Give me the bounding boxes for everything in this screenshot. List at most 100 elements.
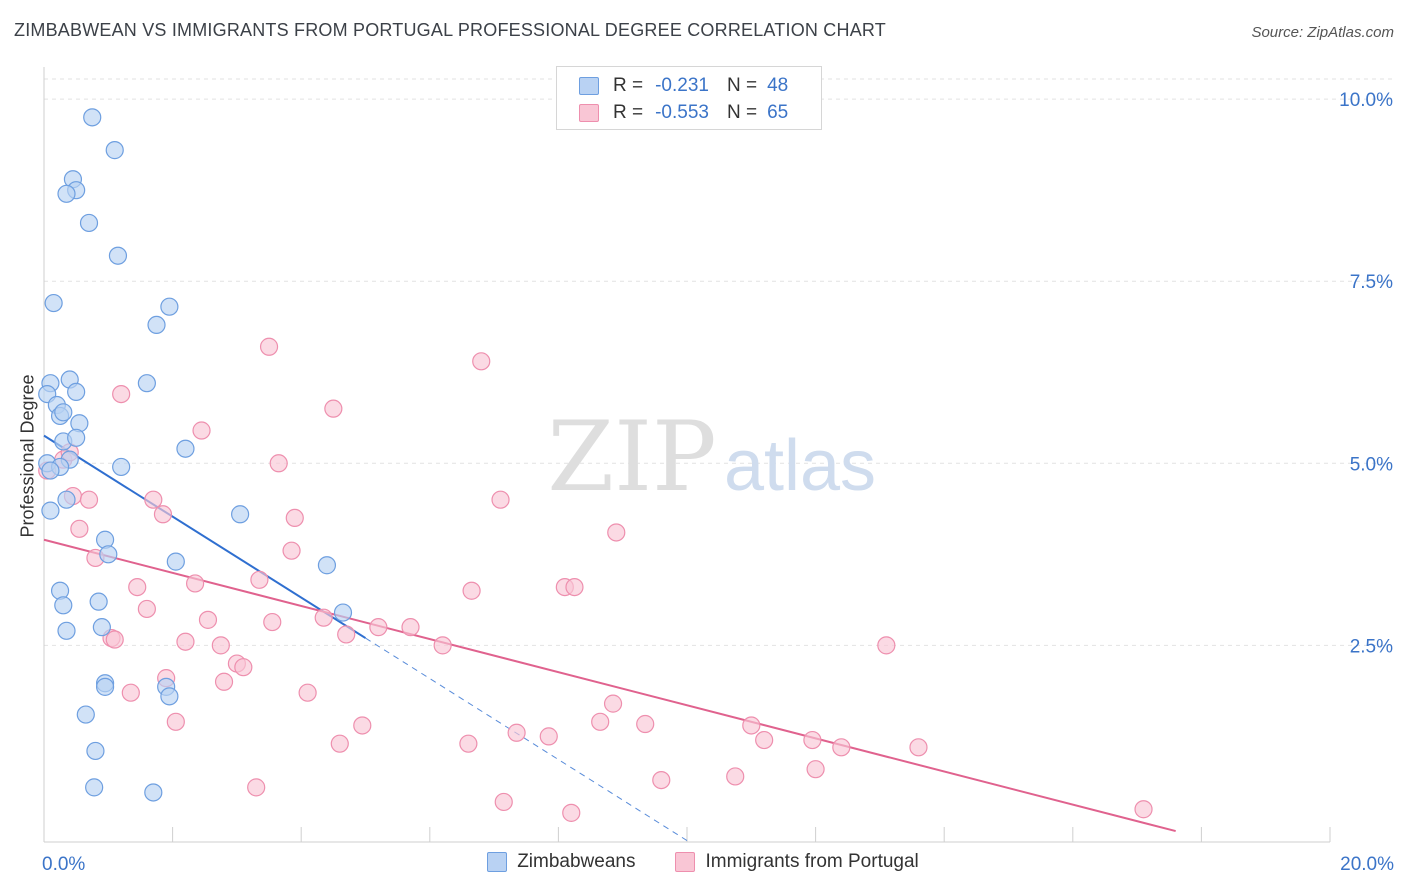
tick-labels: 2.5% 5.0% 7.5% 10.0% 0.0% 20.0% bbox=[42, 90, 1394, 875]
point-portugal bbox=[112, 384, 131, 404]
series-legend-portugal[interactable]: Immigrants from Portugal bbox=[675, 851, 919, 873]
grid-lines bbox=[44, 78, 1392, 646]
point-portugal bbox=[330, 734, 349, 753]
point-zimbabweans bbox=[144, 783, 163, 802]
point-portugal bbox=[259, 337, 279, 356]
point-portugal bbox=[433, 636, 452, 655]
y-tick-label: 7.5% bbox=[1350, 272, 1393, 293]
point-portugal bbox=[298, 683, 317, 702]
legend-r-value: -0.553 bbox=[655, 102, 709, 123]
y-tick-label: 5.0% bbox=[1350, 454, 1393, 475]
point-portugal bbox=[607, 523, 626, 542]
point-portugal bbox=[250, 570, 269, 589]
point-zimbabweans bbox=[41, 501, 60, 520]
trend-line-1 bbox=[43, 538, 1176, 833]
point-portugal bbox=[176, 632, 195, 651]
point-portugal bbox=[337, 625, 356, 644]
point-zimbabweans bbox=[317, 556, 337, 575]
point-portugal bbox=[877, 636, 896, 655]
point-zimbabweans bbox=[57, 621, 76, 640]
point-portugal bbox=[726, 767, 745, 786]
point-zimbabweans bbox=[54, 403, 73, 422]
point-portugal bbox=[211, 636, 230, 655]
point-portugal bbox=[909, 738, 928, 757]
legend-r-label: R = bbox=[613, 75, 644, 96]
point-portugal bbox=[742, 716, 761, 735]
point-zimbabweans bbox=[57, 490, 76, 509]
point-portugal bbox=[285, 508, 304, 528]
point-zimbabweans bbox=[83, 108, 102, 127]
legend-row-portugal: R = -0.553 N = 65 bbox=[579, 101, 788, 125]
point-portugal bbox=[247, 778, 266, 797]
point-portugal bbox=[214, 672, 234, 691]
point-zimbabweans bbox=[57, 184, 76, 203]
legend-n-label: N = bbox=[726, 75, 758, 96]
watermark-atlas: atlas bbox=[724, 426, 876, 506]
trend-line-0 bbox=[43, 434, 367, 639]
point-portugal bbox=[324, 399, 343, 418]
watermark-zip: ZIP bbox=[547, 401, 716, 513]
series-legend: Zimbabweans Immigrants from Portugal bbox=[0, 851, 1406, 873]
legend-swatch-portugal bbox=[579, 104, 599, 122]
y-tick-label: 2.5% bbox=[1350, 636, 1393, 657]
x-tick-label: 20.0% bbox=[1340, 854, 1394, 875]
point-portugal bbox=[128, 577, 147, 597]
point-portugal bbox=[491, 490, 510, 509]
point-zimbabweans bbox=[76, 705, 95, 724]
point-portugal bbox=[263, 612, 282, 632]
point-zimbabweans bbox=[99, 545, 118, 564]
point-portugal bbox=[137, 599, 156, 619]
point-portugal bbox=[562, 803, 581, 822]
point-portugal bbox=[832, 738, 851, 757]
point-zimbabweans bbox=[44, 293, 63, 313]
chart-title: ZIMBABWEAN VS IMMIGRANTS FROM PORTUGAL P… bbox=[14, 20, 886, 40]
point-portugal bbox=[198, 610, 218, 629]
point-portugal bbox=[70, 519, 89, 538]
series-swatch-zimbabweans bbox=[487, 852, 508, 872]
series-label-portugal: Immigrants from Portugal bbox=[705, 851, 919, 872]
point-zimbabweans bbox=[86, 741, 105, 761]
point-zimbabweans bbox=[85, 778, 104, 797]
point-zimbabweans bbox=[92, 618, 111, 637]
point-zimbabweans bbox=[137, 374, 156, 393]
legend-n-value: 48 bbox=[767, 75, 789, 96]
point-zimbabweans bbox=[333, 603, 353, 622]
point-portugal bbox=[282, 541, 301, 560]
series-legend-zimbabweans[interactable]: Zimbabweans bbox=[487, 851, 635, 873]
point-portugal bbox=[105, 630, 124, 649]
legend-swatch-zimbabweans bbox=[579, 77, 599, 95]
trend-line-extension-0 bbox=[365, 637, 688, 841]
point-zimbabweans bbox=[105, 141, 124, 160]
point-portugal bbox=[166, 712, 185, 731]
point-portugal bbox=[803, 730, 822, 750]
y-axis-label: Professional Degree bbox=[17, 374, 38, 538]
point-zimbabweans bbox=[79, 213, 99, 233]
point-portugal bbox=[401, 618, 420, 637]
point-portugal bbox=[353, 716, 372, 735]
point-portugal bbox=[507, 723, 526, 742]
series-label-zimbabweans: Zimbabweans bbox=[517, 851, 636, 872]
point-portugal bbox=[1134, 800, 1153, 819]
legend-r-label: R = bbox=[613, 102, 644, 123]
point-portugal bbox=[186, 574, 205, 593]
point-zimbabweans bbox=[54, 596, 73, 615]
point-portugal bbox=[636, 714, 655, 734]
axes bbox=[43, 67, 1331, 843]
point-portugal bbox=[459, 734, 478, 753]
point-zimbabweans bbox=[108, 246, 128, 265]
point-zimbabweans bbox=[160, 297, 179, 316]
x-tick-label: 0.0% bbox=[42, 854, 85, 875]
point-portugal bbox=[603, 694, 623, 713]
point-zimbabweans bbox=[176, 439, 195, 458]
point-zimbabweans bbox=[166, 552, 185, 571]
source-label: Source: ZipAtlas.com bbox=[1251, 24, 1394, 41]
legend-r-value: -0.231 bbox=[655, 75, 709, 96]
point-portugal bbox=[494, 792, 513, 812]
point-portugal bbox=[269, 454, 288, 473]
series-swatch-portugal bbox=[675, 852, 696, 872]
point-zimbabweans bbox=[147, 315, 166, 335]
data-points bbox=[38, 108, 1153, 822]
point-portugal bbox=[192, 421, 211, 440]
legend-n-value: 65 bbox=[767, 102, 789, 123]
trend-lines bbox=[43, 434, 1176, 841]
